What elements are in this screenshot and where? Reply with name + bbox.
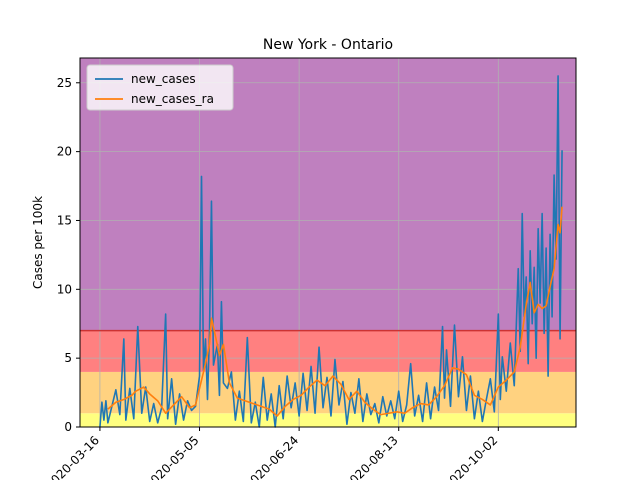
y-axis-ticks: 0 5 10 15 20 25 (57, 76, 80, 434)
y-tick-label: 10 (57, 282, 72, 296)
x-axis-ticks: 2020-03-16 2020-05-05 2020-06-24 2020-08-13… (43, 427, 500, 480)
y-tick-label: 5 (64, 351, 72, 365)
x-tick-label: 2020-05-05 (142, 433, 201, 480)
x-tick-label: 2020-03-16 (43, 433, 102, 480)
legend-label-new_cases: new_cases (131, 72, 196, 86)
legend: new_cases new_cases_ra (86, 64, 234, 111)
y-tick-label: 15 (57, 213, 72, 227)
y-axis-label: Cases per 100k (31, 196, 45, 289)
band-0 (80, 413, 576, 427)
y-tick-label: 20 (57, 145, 72, 159)
y-tick-label: 0 (64, 420, 72, 434)
series-lines (99, 75, 563, 428)
plot-frame (79, 57, 577, 428)
x-tick-label: 2020-10-02 (441, 433, 500, 480)
series-line-new_cases_ra (107, 206, 563, 417)
x-tick-label: 2020-06-24 (242, 433, 301, 480)
chart-title: New York - Ontario (263, 37, 393, 53)
legend-box (86, 64, 234, 111)
legend-label-new_cases_ra: new_cases_ra (131, 92, 214, 106)
x-tick-label: 2020-08-13 (342, 433, 401, 480)
y-tick-label: 25 (57, 76, 72, 90)
band-2 (80, 330, 576, 372)
